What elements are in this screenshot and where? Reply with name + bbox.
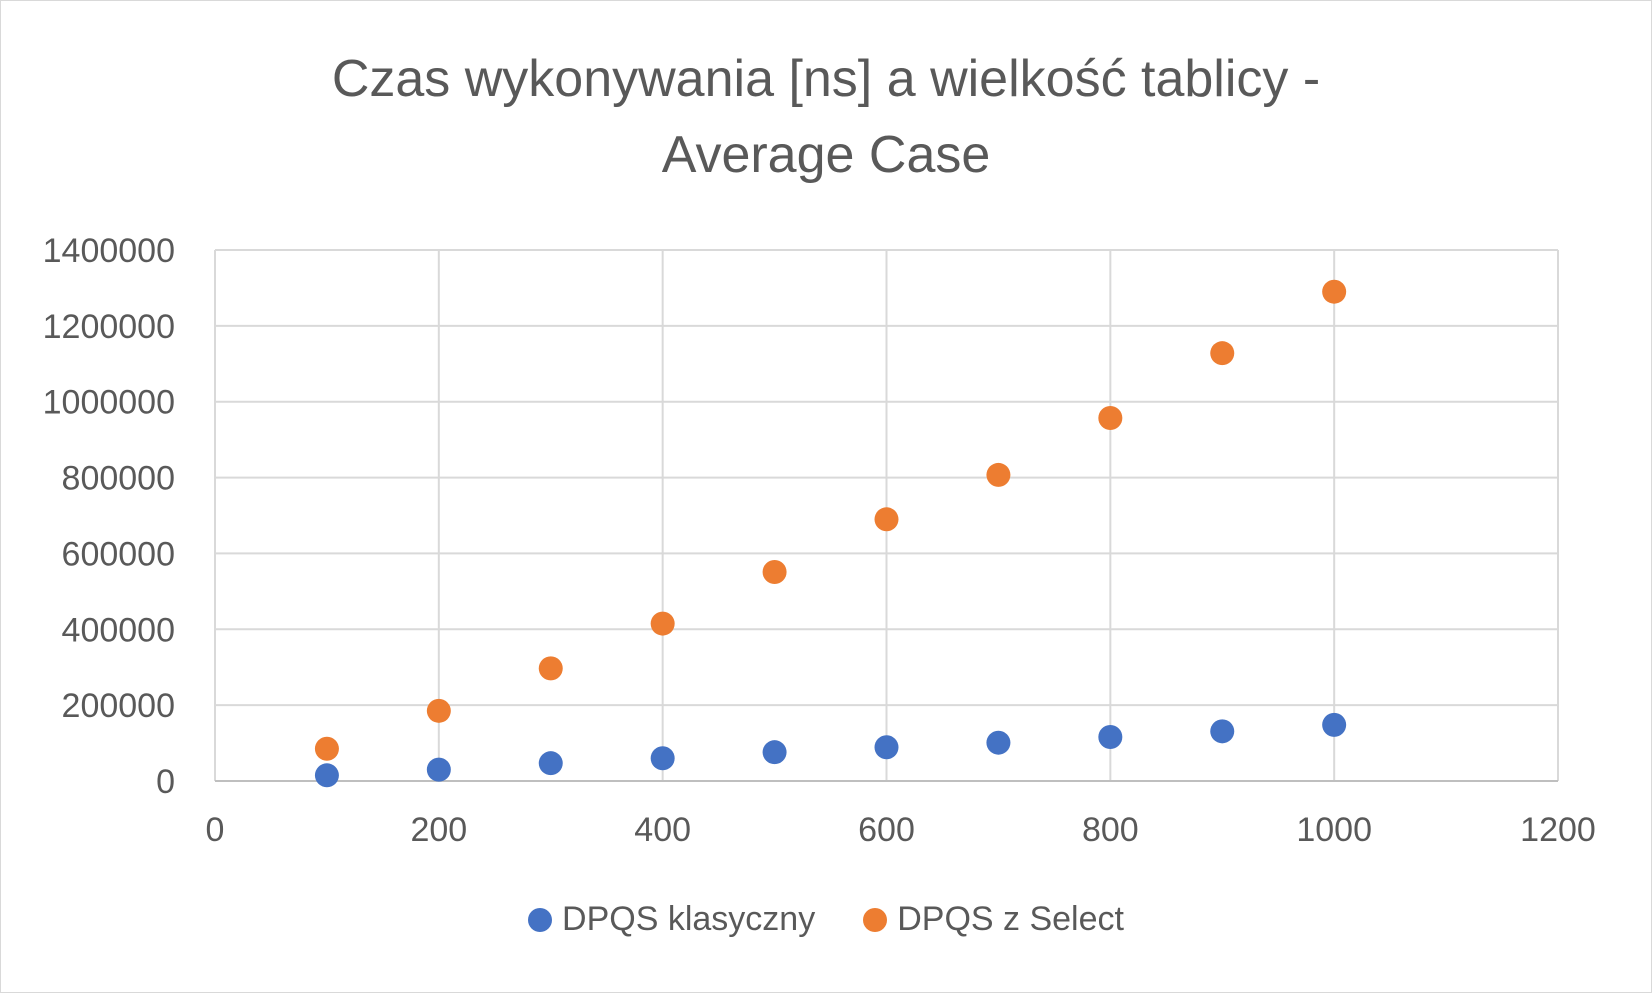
x-tick-label: 1000 xyxy=(1296,811,1372,849)
data-point-series-2 xyxy=(426,698,451,723)
y-tick-label: 0 xyxy=(156,763,175,801)
tick-labels: 0 200000 400000 600000 800000 1000000 1200000 1… xyxy=(43,232,1596,849)
y-tick-label: 200000 xyxy=(62,687,175,725)
legend: DPQS klasyczny DPQS z Select xyxy=(0,900,1652,939)
y-tick-label: 1200000 xyxy=(43,308,175,346)
data-point-series-1 xyxy=(314,763,339,788)
legend-item-series-1: DPQS klasyczny xyxy=(528,900,815,939)
grid-lines xyxy=(215,249,1559,781)
data-point-series-2 xyxy=(986,462,1011,487)
data-point-series-1 xyxy=(762,740,787,765)
legend-label-series-2: DPQS z Select xyxy=(897,900,1124,938)
data-point-series-2 xyxy=(1210,341,1235,366)
data-point-series-1 xyxy=(874,735,899,760)
data-point-series-2 xyxy=(1322,279,1347,304)
chart-title-line-1: Czas wykonywania [ns] a wielkość tablicy… xyxy=(331,50,1321,108)
y-tick-label: 600000 xyxy=(62,535,175,573)
data-point-series-1 xyxy=(1322,712,1347,737)
data-point-series-2 xyxy=(538,656,563,681)
data-point-series-1 xyxy=(426,757,451,782)
y-tick-label: 800000 xyxy=(62,460,175,498)
data-points xyxy=(314,279,1347,788)
data-point-series-2 xyxy=(314,736,339,761)
x-tick-label: 800 xyxy=(1082,811,1139,849)
y-tick-label: 1000000 xyxy=(43,384,175,422)
legend-label-series-1: DPQS klasyczny xyxy=(562,900,816,938)
data-point-series-1 xyxy=(1098,725,1123,750)
y-tick-label: 1400000 xyxy=(43,232,175,270)
data-point-series-2 xyxy=(1098,406,1123,431)
y-tick-label: 400000 xyxy=(62,611,175,649)
data-point-series-2 xyxy=(762,560,787,585)
data-point-series-1 xyxy=(1210,719,1235,744)
x-tick-label: 0 xyxy=(206,811,225,849)
legend-marker-series-2 xyxy=(863,907,888,932)
legend-marker-series-1 xyxy=(528,907,553,932)
chart-title-line-2: Average Case xyxy=(661,126,991,184)
x-tick-label: 400 xyxy=(634,811,691,849)
legend-item-series-2: DPQS z Select xyxy=(863,900,1124,939)
x-tick-label: 200 xyxy=(410,811,467,849)
data-point-series-1 xyxy=(650,746,675,771)
data-point-series-1 xyxy=(538,751,563,776)
data-point-series-2 xyxy=(874,507,899,532)
data-point-series-1 xyxy=(986,730,1011,755)
x-tick-label: 1200 xyxy=(1520,811,1596,849)
data-point-series-2 xyxy=(650,611,675,636)
x-tick-label: 600 xyxy=(858,811,915,849)
